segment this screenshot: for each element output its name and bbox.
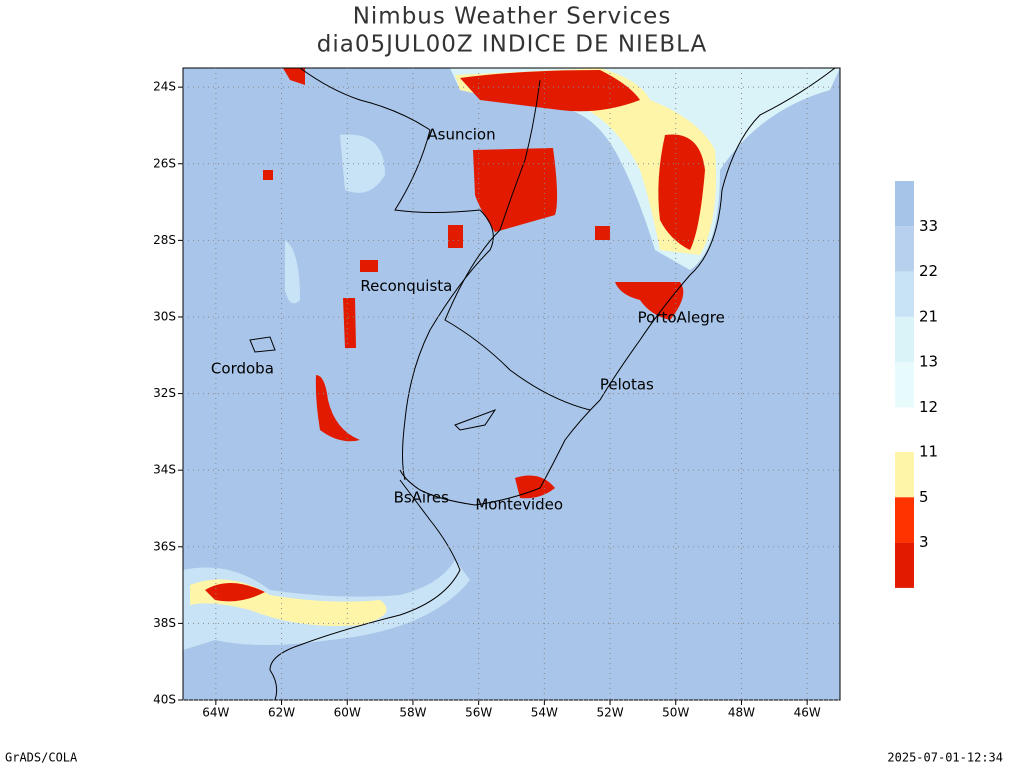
city-label: Pelotas xyxy=(600,376,654,394)
city-label: Asuncion xyxy=(427,126,495,144)
city-label: Reconquista xyxy=(360,277,452,295)
colorbar-box xyxy=(895,452,914,498)
y-tick-label: 26S xyxy=(153,156,176,170)
colorbar-label: 33 xyxy=(919,217,938,235)
x-tick-label: 60W xyxy=(334,706,361,720)
y-tick-label: 28S xyxy=(153,233,176,247)
colorbar-label: 12 xyxy=(919,398,938,416)
y-tick-label: 36S xyxy=(153,539,176,553)
x-tick-label: 48W xyxy=(728,706,755,720)
colorbar-box xyxy=(895,226,914,272)
y-tick-label: 40S xyxy=(153,693,176,707)
x-tick-label: 62W xyxy=(268,706,295,720)
city-label: Montevideo xyxy=(475,496,563,514)
coastlines xyxy=(249,68,836,700)
x-tick-label: 58W xyxy=(399,706,426,720)
city-label: BsAires xyxy=(394,489,450,507)
colorbar-label: 13 xyxy=(919,353,938,371)
colorbar-box xyxy=(895,362,914,408)
footer-left: GrADS/COLA xyxy=(5,751,78,765)
colorbar-label: 5 xyxy=(919,488,929,506)
city-label: Cordoba xyxy=(211,360,274,378)
y-tick-label: 38S xyxy=(153,616,176,630)
y-tick-label: 24S xyxy=(153,80,176,94)
colorbar-box xyxy=(895,181,914,227)
footer-right: 2025-07-01-12:34 xyxy=(887,751,1003,765)
map-frame xyxy=(182,67,841,701)
fog-field xyxy=(183,68,840,650)
x-tick-label: 50W xyxy=(662,706,689,720)
y-tick-label: 30S xyxy=(153,309,176,323)
colorbar-label: 22 xyxy=(919,262,938,280)
title: Nimbus Weather Services xyxy=(353,4,672,30)
colorbar-box xyxy=(895,497,914,543)
colorbar-box xyxy=(895,316,914,363)
colorbar-label: 3 xyxy=(919,533,929,551)
x-tick-label: 64W xyxy=(202,706,229,720)
colorbar-box xyxy=(895,542,914,588)
x-tick-label: 54W xyxy=(531,706,558,720)
x-tick-label: 46W xyxy=(794,706,821,720)
colorbar-label: 11 xyxy=(919,443,938,461)
x-tick-label: 52W xyxy=(596,706,623,720)
y-tick-label: 34S xyxy=(153,463,176,477)
colorbar-label: 21 xyxy=(919,307,938,325)
subtitle: dia05JUL00Z INDICE DE NIEBLA xyxy=(317,32,707,58)
city-label: PortoAlegre xyxy=(638,309,725,327)
y-tick-label: 32S xyxy=(153,386,176,400)
colorbar-box xyxy=(895,271,914,317)
x-tick-label: 56W xyxy=(465,706,492,720)
